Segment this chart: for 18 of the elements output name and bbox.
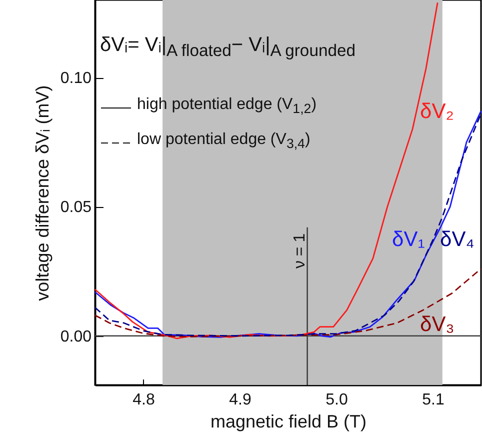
y-axis-title: voltage difference δVᵢ (mV)	[32, 85, 52, 301]
annotation: δVᵢ= Vᵢ|$_{A floated}$− Vᵢ|$_{A grounded}$	[100, 34, 356, 61]
annotation: high potential edge (V$_{1,2}$)	[137, 96, 317, 116]
series-label: δV₁	[392, 228, 425, 251]
annotation: ν = 1	[291, 233, 308, 269]
x-tick-label: 4.8	[132, 392, 155, 408]
x-tick-label: 4.9	[229, 392, 252, 408]
x-tick-label: 5.0	[326, 392, 348, 408]
x-axis-title: magnetic field B (T)	[210, 412, 367, 432]
y-tick-label: 0.10	[60, 70, 92, 88]
series-label: δV₄	[440, 228, 474, 251]
series-label: δV₃	[420, 313, 454, 336]
x-tick-label: 5.1	[422, 392, 444, 408]
line-series	[94, 268, 482, 338]
y-tick-label: 0.00	[60, 328, 92, 346]
series-label: δV₂	[420, 100, 454, 123]
annotation: low potential edge (V$_{3,4}$)	[137, 131, 310, 152]
y-tick-label: 0.05	[60, 199, 92, 216]
